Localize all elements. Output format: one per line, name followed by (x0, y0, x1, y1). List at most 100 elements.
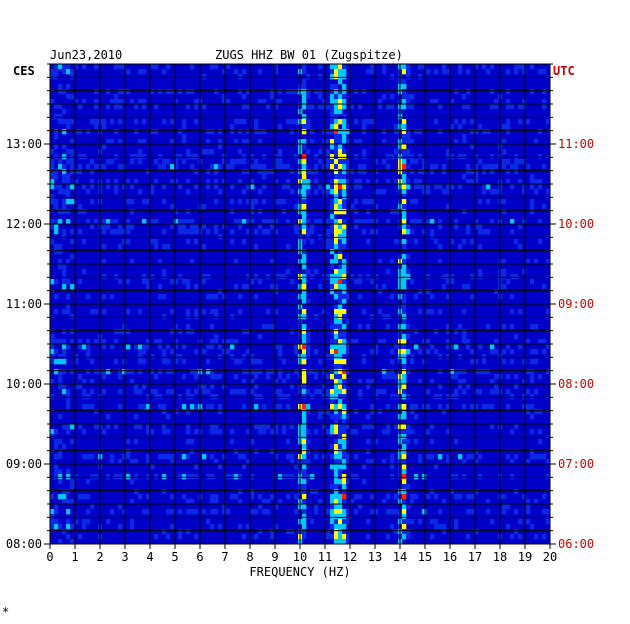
spectrogram-cell (362, 89, 367, 95)
left-time-label: 09:00 (6, 457, 42, 471)
spectrogram-cell (162, 489, 167, 495)
spectrogram-cell (262, 509, 267, 515)
spectrogram-cell (370, 494, 375, 500)
spectrogram-cell (350, 339, 355, 345)
spectrogram-cell (402, 334, 407, 340)
spectrogram-cell (366, 239, 371, 245)
spectrogram-cell (338, 79, 343, 85)
spectrogram-cell (54, 339, 59, 345)
spectrogram-cell (338, 149, 343, 155)
x-tick-label: 10 (293, 550, 307, 564)
spectrogram-cell (306, 94, 311, 100)
spectrogram-cell (334, 539, 339, 545)
spectrogram-cell (186, 309, 191, 315)
spectrogram-cell (170, 119, 175, 125)
spectrogram-cell (162, 354, 167, 360)
spectrogram-cell (102, 244, 107, 250)
spectrogram-cell (122, 229, 127, 235)
spectrogram-cell (58, 84, 63, 90)
spectrogram-cell (178, 509, 183, 515)
spectrogram-cell (194, 464, 199, 470)
spectrogram-cell (302, 494, 307, 500)
spectrogram-cell (286, 184, 291, 190)
spectrogram-cell (70, 164, 75, 170)
spectrogram-cell (522, 494, 527, 500)
spectrogram-cell (410, 404, 415, 410)
spectrogram-cell (366, 424, 371, 430)
spectrogram-cell (334, 364, 339, 370)
spectrogram-cell (186, 394, 191, 400)
right-time-label: 11:00 (558, 137, 594, 151)
spectrogram-cell (334, 304, 339, 310)
spectrogram-cell (338, 319, 343, 325)
spectrogram-cell (174, 359, 179, 365)
spectrogram-cell (378, 259, 383, 265)
spectrogram-cell (338, 289, 343, 295)
spectrogram-cell (54, 129, 59, 135)
spectrogram-cell (278, 369, 283, 375)
spectrogram-cell (326, 374, 331, 380)
spectrogram-cell (402, 379, 407, 385)
spectrogram-cell (334, 269, 339, 275)
spectrogram-cell (70, 339, 75, 345)
spectrogram-cell (66, 124, 71, 130)
spectrogram-cell (402, 294, 407, 300)
spectrogram-cell (186, 409, 191, 415)
spectrogram-cell (370, 64, 375, 70)
spectrogram-cell (222, 69, 227, 75)
spectrogram-cell (330, 244, 335, 250)
spectrogram-cell (154, 159, 159, 165)
spectrogram-cell (330, 344, 335, 350)
spectrogram-cell (402, 389, 407, 395)
spectrogram-cell (194, 404, 199, 410)
spectrogram-cell (250, 204, 255, 210)
spectrogram-cell (66, 534, 71, 540)
spectrogram-cell (170, 329, 175, 335)
spectrogram-cell (302, 394, 307, 400)
spectrogram-cell (54, 429, 59, 435)
spectrogram-cell (106, 139, 111, 145)
spectrogram-cell (194, 104, 199, 110)
spectrogram-cell (222, 339, 227, 345)
spectrogram-cell (134, 389, 139, 395)
spectrogram-cell (386, 429, 391, 435)
spectrogram-cell (482, 64, 487, 70)
spectrogram-cell (174, 159, 179, 165)
spectrogram-cell (402, 129, 407, 135)
spectrogram-cell (346, 534, 351, 540)
spectrogram-cell (182, 279, 187, 285)
spectrogram-cell (338, 509, 343, 515)
spectrogram-cell (402, 149, 407, 155)
spectrogram-cell (162, 529, 167, 535)
spectrogram-cell (410, 519, 415, 525)
spectrogram-cell (102, 374, 107, 380)
spectrogram-cell (446, 324, 451, 330)
spectrogram-cell (370, 279, 375, 285)
spectrogram-cell (330, 369, 335, 375)
spectrogram-cell (358, 104, 363, 110)
spectrogram-cell (342, 519, 347, 525)
spectrogram-cell (170, 389, 175, 395)
spectrogram-cell (450, 369, 455, 375)
spectrogram-cell (94, 164, 99, 170)
spectrogram-cell (190, 369, 195, 375)
spectrogram-cell (86, 394, 91, 400)
x-tick-label: 19 (518, 550, 532, 564)
spectrogram-cell (346, 184, 351, 190)
spectrogram-cell (338, 244, 343, 250)
spectrogram-cell (438, 524, 443, 530)
spectrogram-cell (330, 524, 335, 530)
spectrogram-cell (338, 304, 343, 310)
spectrogram-cell (346, 179, 351, 185)
spectrogram-cell (210, 429, 215, 435)
spectrogram-cell (458, 64, 463, 70)
spectrogram-cell (294, 464, 299, 470)
spectrogram-cell (94, 409, 99, 415)
spectrogram-cell (410, 159, 415, 165)
spectrogram-cell (230, 184, 235, 190)
spectrogram-cell (70, 499, 75, 505)
spectrogram-cell (186, 179, 191, 185)
spectrogram-cell (274, 219, 279, 225)
spectrogram-cell (386, 494, 391, 500)
spectrogram-cell (174, 354, 179, 360)
